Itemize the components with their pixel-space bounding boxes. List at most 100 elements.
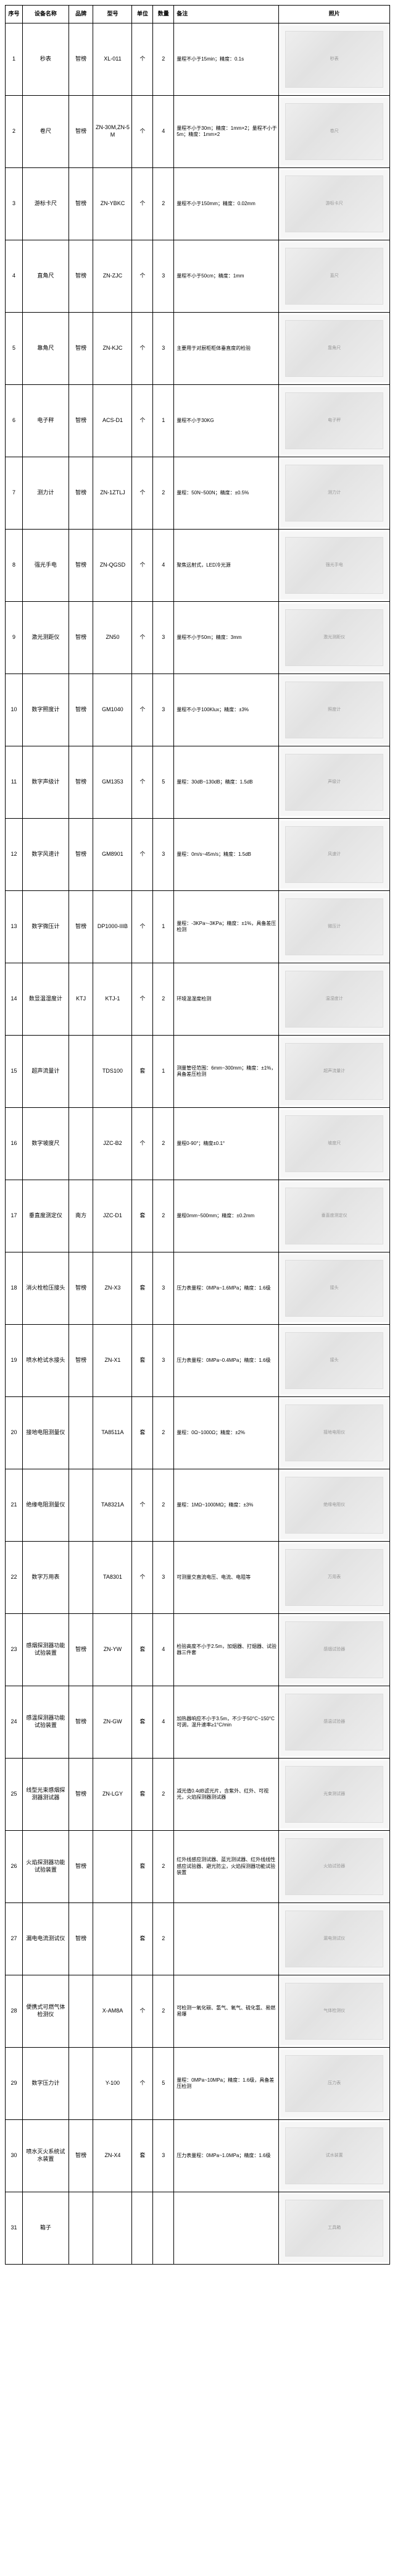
cell-idx: 17 — [6, 1180, 23, 1252]
cell-brand — [69, 2048, 93, 2120]
product-image: 万用表 — [285, 1549, 383, 1606]
cell-remark: 加热器响应不小于3.5m，不少于50°C~150°C可调，温升速率≥1°C/mi… — [174, 1686, 279, 1759]
cell-name: 感温探测器功能试验装置 — [23, 1686, 69, 1759]
cell-unit: 套 — [132, 1759, 153, 1831]
cell-unit: 套 — [132, 1686, 153, 1759]
hdr-qty: 数量 — [153, 6, 174, 23]
equipment-table: 序号 设备名称 品牌 型号 单位 数量 备注 照片 1秒表智榜XL-011个2量… — [5, 5, 390, 2265]
cell-remark: 主要用于对厨柜柜体垂直度的检验 — [174, 313, 279, 385]
cell-remark: 量程不小于15min；精度：0.1s — [174, 23, 279, 96]
cell-qty: 2 — [153, 1975, 174, 2048]
product-image: 压力表 — [285, 2055, 383, 2112]
cell-brand: 智榜 — [69, 1252, 93, 1325]
cell-name: 游标卡尺 — [23, 168, 69, 240]
cell-remark: 减光值0.4dB滤光片，含紫外、红外、可视光，火焰探测器测试器 — [174, 1759, 279, 1831]
product-image: 接地电阻仪 — [285, 1404, 383, 1461]
cell-remark: 量程不小于30KG — [174, 385, 279, 457]
cell-unit: 套 — [132, 1614, 153, 1686]
cell-unit: 个 — [132, 1469, 153, 1542]
cell-brand — [69, 1397, 93, 1469]
product-image: 漏电测试仪 — [285, 1911, 383, 1967]
cell-photo: 直尺 — [279, 240, 390, 313]
cell-remark: 量程：50N~500N；精度：±0.5% — [174, 457, 279, 530]
cell-photo: 光束测试器 — [279, 1759, 390, 1831]
cell-model: ZN-ZJC — [93, 240, 132, 313]
cell-model: ZN-QGSD — [93, 530, 132, 602]
cell-photo: 接头 — [279, 1325, 390, 1397]
cell-qty: 2 — [153, 1759, 174, 1831]
cell-model: X-AM8A — [93, 1975, 132, 2048]
cell-idx: 1 — [6, 23, 23, 96]
cell-photo: 接头 — [279, 1252, 390, 1325]
cell-remark: 量程：0MPa~10MPa；精度：1.6级，具备差压检测 — [174, 2048, 279, 2120]
hdr-name: 设备名称 — [23, 6, 69, 23]
cell-qty: 2 — [153, 1180, 174, 1252]
cell-photo: 靠角尺 — [279, 313, 390, 385]
cell-model: TDS100 — [93, 1036, 132, 1108]
cell-brand: 智榜 — [69, 746, 93, 819]
cell-name: 感烟探测器功能试验装置 — [23, 1614, 69, 1686]
cell-remark: 量程不小于30m；精度：1mm×2；量程不小于5m；精度：1mm×2 — [174, 96, 279, 168]
cell-photo: 风速计 — [279, 819, 390, 891]
product-image: 坡度尺 — [285, 1115, 383, 1172]
cell-model — [93, 1831, 132, 1903]
cell-brand: 智榜 — [69, 168, 93, 240]
cell-photo: 感烟试验器 — [279, 1614, 390, 1686]
cell-name: 强光手电 — [23, 530, 69, 602]
cell-name: 线型光束感烟探测器测试器 — [23, 1759, 69, 1831]
cell-qty: 4 — [153, 530, 174, 602]
cell-idx: 29 — [6, 2048, 23, 2120]
cell-unit: 个 — [132, 819, 153, 891]
product-image: 电子秤 — [285, 392, 383, 449]
product-image: 声级计 — [285, 754, 383, 811]
cell-qty: 3 — [153, 674, 174, 746]
table-row: 23感烟探测器功能试验装置智榜ZN-YW套4检验高度不小于2.5m，加烟器、打烟… — [6, 1614, 390, 1686]
cell-idx: 7 — [6, 457, 23, 530]
product-image: 绝缘电阻仪 — [285, 1477, 383, 1534]
cell-name: 火焰探测器功能试验装置 — [23, 1831, 69, 1903]
cell-idx: 19 — [6, 1325, 23, 1397]
cell-remark: 量程：0m/s~45m/s；精度：1.5dB — [174, 819, 279, 891]
cell-qty: 2 — [153, 168, 174, 240]
cell-name: 数字压力计 — [23, 2048, 69, 2120]
cell-remark: 聚焦远射式，LED冷光源 — [174, 530, 279, 602]
cell-unit: 个 — [132, 746, 153, 819]
cell-qty: 3 — [153, 1542, 174, 1614]
table-row: 11数字声级计智榜GM1353个5量程：30dB~130dB；精度：1.5dB声… — [6, 746, 390, 819]
cell-remark: 环境温湿度检测 — [174, 963, 279, 1036]
cell-remark: 测量管径范围：6mm~300mm；精度：±1%，具备差压检测 — [174, 1036, 279, 1108]
cell-unit: 套 — [132, 1903, 153, 1975]
cell-photo: 微压计 — [279, 891, 390, 963]
cell-brand: 智榜 — [69, 530, 93, 602]
cell-qty: 3 — [153, 240, 174, 313]
cell-brand: 智榜 — [69, 240, 93, 313]
cell-unit: 个 — [132, 1542, 153, 1614]
cell-name: 超声流量计 — [23, 1036, 69, 1108]
cell-qty: 1 — [153, 385, 174, 457]
cell-photo: 声级计 — [279, 746, 390, 819]
cell-model: ZN-X3 — [93, 1252, 132, 1325]
cell-idx: 25 — [6, 1759, 23, 1831]
cell-name: 激光测距仪 — [23, 602, 69, 674]
cell-name: 测力计 — [23, 457, 69, 530]
cell-unit — [132, 2192, 153, 2265]
table-row: 21绝缘电阻测量仪TA8321A个2量程：1MΩ~1000MΩ；精度：±3%绝缘… — [6, 1469, 390, 1542]
cell-photo: 漏电测试仪 — [279, 1903, 390, 1975]
cell-photo: 游标卡尺 — [279, 168, 390, 240]
cell-qty: 3 — [153, 1325, 174, 1397]
cell-remark: 量程不小于50m；精度：3mm — [174, 602, 279, 674]
cell-unit: 个 — [132, 240, 153, 313]
cell-qty: 2 — [153, 1469, 174, 1542]
cell-model: ZN-X1 — [93, 1325, 132, 1397]
cell-model: TA8511A — [93, 1397, 132, 1469]
cell-qty: 3 — [153, 602, 174, 674]
cell-qty: 2 — [153, 23, 174, 96]
cell-brand: 智榜 — [69, 674, 93, 746]
cell-photo: 温湿度计 — [279, 963, 390, 1036]
cell-brand: 智榜 — [69, 1831, 93, 1903]
cell-model: JZC-D1 — [93, 1180, 132, 1252]
cell-qty: 4 — [153, 96, 174, 168]
cell-unit: 个 — [132, 1975, 153, 2048]
cell-qty: 1 — [153, 1036, 174, 1108]
cell-model: ZN-LGY — [93, 1759, 132, 1831]
